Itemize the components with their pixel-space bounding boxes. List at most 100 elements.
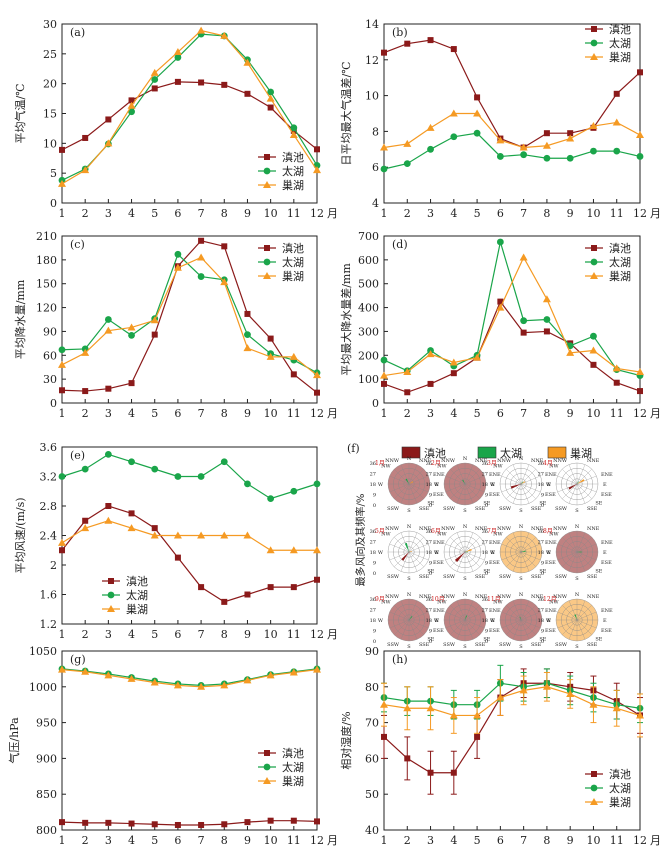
data-point [380, 143, 388, 151]
rose-spoke [568, 464, 578, 485]
rose-spoke [445, 619, 466, 629]
x-tick-label: 2 [82, 407, 89, 420]
compass-label: NNW [553, 458, 568, 464]
data-point [449, 109, 458, 117]
compass-label: SSW [387, 506, 400, 512]
data-point [244, 90, 251, 97]
x-tick-label: 9 [244, 834, 251, 847]
data-point [473, 353, 482, 361]
data-point [59, 146, 65, 153]
data-point [637, 388, 643, 395]
data-point [267, 104, 274, 111]
rose-spoke [464, 551, 480, 567]
compass-label: NNW [441, 458, 456, 464]
data-point [104, 326, 113, 334]
rose-spoke [389, 475, 410, 485]
y-tick-label: 30 [43, 18, 57, 31]
data-point [543, 316, 551, 323]
r-tick-label: 36 [482, 461, 488, 467]
rose-spoke [408, 469, 424, 485]
rose-spoke [512, 464, 522, 485]
x-tick-label: 2 [404, 207, 411, 220]
rose-spoke [400, 600, 410, 621]
x-tick-label: 5 [474, 834, 481, 847]
x-tick-label: 8 [221, 207, 228, 220]
r-tick-label: 0 [429, 639, 432, 645]
x-tick-label: 9 [244, 628, 251, 641]
y-tick-label: 850 [36, 788, 57, 801]
data-point [380, 371, 388, 379]
r-tick-label: 36 [426, 597, 432, 603]
y-tick-label: 0 [372, 397, 379, 410]
x-unit-label: 月 [650, 407, 661, 420]
data-point [151, 331, 158, 338]
rose-spoke [506, 537, 522, 553]
legend-marker [591, 245, 597, 251]
compass-label: NW [493, 532, 503, 538]
x-tick-label: 8 [543, 407, 550, 420]
data-point [243, 58, 252, 66]
rose-spike-dianchi [401, 552, 409, 561]
rose-spoke [464, 483, 485, 493]
y-tick-label: 4 [372, 197, 379, 210]
x-tick-label: 9 [567, 407, 574, 420]
series-chaohu [58, 665, 321, 690]
rose-spike-taihu [465, 551, 468, 553]
y-tick-label: 0 [50, 197, 57, 210]
rose-spoke [568, 532, 578, 553]
data-point [474, 94, 481, 101]
legend-entry: 滇池 [609, 767, 631, 781]
rose-spoke [456, 532, 466, 553]
r-tick-label: 0 [485, 571, 488, 577]
rose-month-label: 5月 [375, 528, 385, 535]
legend-entry: 巢湖 [609, 796, 631, 809]
data-point [590, 147, 597, 155]
data-point [59, 819, 65, 826]
data-point [290, 487, 298, 495]
x-unit-label: 月 [327, 628, 338, 641]
legend-marker [590, 784, 598, 792]
data-point [314, 146, 320, 153]
series-dianchi [381, 668, 643, 795]
rose-spike-chaohu [409, 551, 412, 552]
legend-marker [590, 53, 598, 60]
compass-label: NNE [475, 526, 488, 532]
y-tick-label: 12 [365, 54, 379, 67]
legend-marker [263, 167, 271, 175]
rose-spoke [389, 483, 410, 493]
data-point [150, 678, 159, 686]
rose-spoke [520, 483, 536, 499]
rose-spoke [520, 469, 536, 485]
compass-label: E [603, 482, 607, 488]
legend-marker [263, 763, 271, 771]
data-point [151, 85, 158, 92]
data-point [313, 480, 321, 488]
rose-spoke [464, 483, 474, 504]
x-tick-label: 1 [59, 207, 66, 220]
data-point [427, 37, 434, 44]
legend-marker [263, 258, 271, 266]
data-point [542, 295, 551, 303]
compass-label: SSE [531, 506, 542, 512]
data-point [128, 510, 135, 517]
rose-spoke [400, 464, 410, 485]
rose-spoke [557, 611, 578, 621]
legend-entry: 太湖 [282, 761, 304, 774]
data-point [427, 380, 434, 387]
r-tick-label: 36 [538, 529, 544, 535]
x-tick-label: 1 [59, 407, 66, 420]
data-point [104, 450, 112, 458]
data-point [127, 101, 136, 109]
y-tick-label: 6 [372, 161, 379, 174]
data-point [174, 54, 182, 61]
series-taihu [58, 450, 321, 503]
data-point [543, 154, 551, 162]
compass-label: NNE [587, 526, 600, 532]
panel-label: (a) [70, 26, 85, 39]
compass-label: ENE [601, 472, 613, 478]
data-point [127, 524, 136, 532]
